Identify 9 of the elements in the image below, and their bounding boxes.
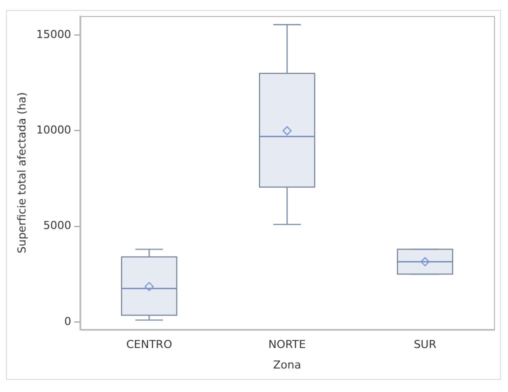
x-tick-label: SUR bbox=[414, 338, 437, 352]
y-tick-label: 15000 bbox=[36, 28, 72, 41]
y-tick-label: 10000 bbox=[36, 124, 72, 137]
y-axis-title: Superficie total afectada (ha) bbox=[15, 92, 28, 254]
y-tick-label: 0 bbox=[64, 314, 72, 328]
x-tick-label: NORTE bbox=[268, 338, 306, 352]
x-tick-label: CENTRO bbox=[126, 338, 172, 352]
x-axis-title: Zona bbox=[273, 358, 302, 372]
y-tick-label: 5000 bbox=[43, 219, 72, 232]
